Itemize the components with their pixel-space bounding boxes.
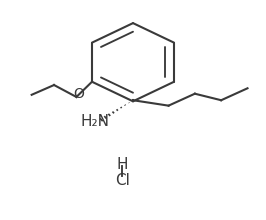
Text: Cl: Cl: [115, 173, 130, 188]
Text: O: O: [74, 87, 85, 101]
Text: H₂N: H₂N: [80, 114, 109, 129]
Text: H: H: [117, 157, 128, 172]
